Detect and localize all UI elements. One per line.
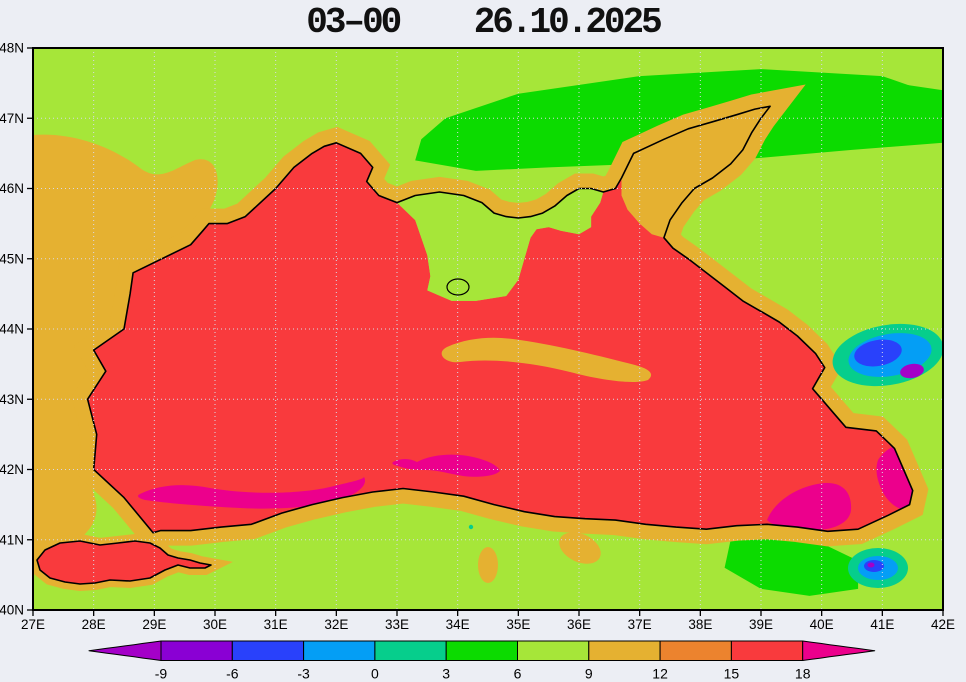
svg-text:37E: 37E: [628, 617, 652, 632]
svg-text:29E: 29E: [142, 617, 166, 632]
svg-text:46N: 46N: [0, 181, 24, 196]
svg-text:18: 18: [795, 666, 811, 682]
svg-text:45N: 45N: [0, 251, 24, 266]
svg-text:41E: 41E: [870, 617, 894, 632]
svg-text:33E: 33E: [385, 617, 409, 632]
svg-text:36E: 36E: [567, 617, 591, 632]
svg-text:38E: 38E: [688, 617, 712, 632]
svg-text:3: 3: [442, 666, 450, 682]
svg-text:40N: 40N: [0, 603, 24, 618]
svg-text:40E: 40E: [810, 617, 834, 632]
svg-text:48N: 48N: [0, 41, 24, 56]
svg-text:42E: 42E: [931, 617, 955, 632]
svg-text:28E: 28E: [82, 617, 106, 632]
svg-text:47N: 47N: [0, 111, 24, 126]
svg-text:30E: 30E: [203, 617, 227, 632]
svg-text:9: 9: [585, 666, 593, 682]
svg-text:-6: -6: [226, 666, 239, 682]
svg-text:0: 0: [371, 666, 379, 682]
svg-text:42N: 42N: [0, 462, 24, 477]
svg-text:31E: 31E: [264, 617, 288, 632]
svg-text:34E: 34E: [446, 617, 470, 632]
svg-text:27E: 27E: [21, 617, 45, 632]
svg-text:44N: 44N: [0, 322, 24, 337]
svg-text:15: 15: [724, 666, 740, 682]
svg-text:-3: -3: [297, 666, 310, 682]
svg-text:6: 6: [514, 666, 522, 682]
svg-text:12: 12: [652, 666, 668, 682]
svg-text:41N: 41N: [0, 532, 24, 547]
svg-text:-9: -9: [155, 666, 168, 682]
svg-text:39E: 39E: [749, 617, 773, 632]
svg-text:35E: 35E: [506, 617, 530, 632]
svg-text:43N: 43N: [0, 392, 24, 407]
svg-text:32E: 32E: [324, 617, 348, 632]
